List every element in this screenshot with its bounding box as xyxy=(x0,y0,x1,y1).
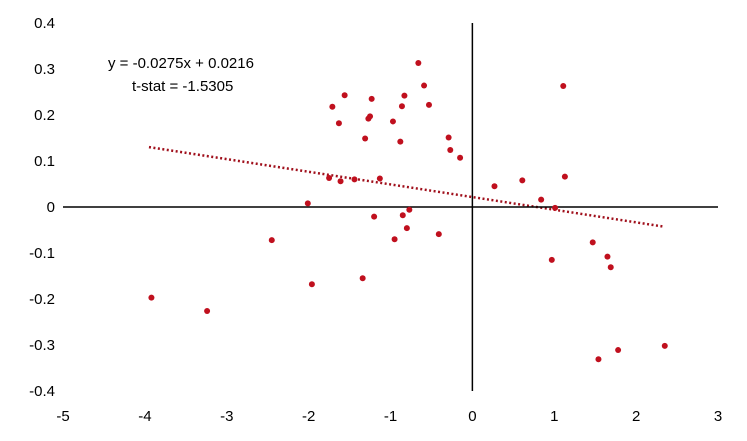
data-point xyxy=(548,256,555,263)
data-point xyxy=(415,60,422,67)
data-point xyxy=(326,175,333,182)
data-point xyxy=(335,120,342,127)
x-tick-label: -2 xyxy=(302,408,315,425)
data-point xyxy=(406,206,413,213)
data-point xyxy=(425,101,432,108)
data-point xyxy=(561,173,568,180)
trendline xyxy=(148,145,664,228)
data-point xyxy=(304,200,311,207)
data-point xyxy=(552,204,559,211)
y-tick-label: 0.3 xyxy=(34,61,55,78)
points-layer xyxy=(148,60,668,363)
data-point xyxy=(359,275,366,282)
data-point xyxy=(367,113,374,120)
data-point xyxy=(519,177,526,184)
data-point xyxy=(457,154,464,161)
x-tick-label: -3 xyxy=(220,408,233,425)
data-point xyxy=(447,146,454,153)
data-point xyxy=(204,307,211,314)
x-tick-label: 2 xyxy=(632,408,640,425)
y-tick-label: -0.1 xyxy=(29,245,55,262)
data-point xyxy=(391,236,398,243)
y-tick-label: 0.1 xyxy=(34,153,55,170)
x-tick-label: -5 xyxy=(56,408,69,425)
data-point xyxy=(351,176,358,183)
data-point xyxy=(371,213,378,220)
y-tick-label: -0.2 xyxy=(29,291,55,308)
data-point xyxy=(403,225,410,232)
x-tick-label: 3 xyxy=(714,408,722,425)
tstat-annotation: t-stat = -1.5305 xyxy=(132,78,233,95)
data-point xyxy=(538,196,545,203)
y-tick-label: 0.2 xyxy=(34,107,55,124)
data-point xyxy=(399,212,406,219)
data-point xyxy=(445,134,452,141)
data-point xyxy=(421,82,428,89)
x-tick-label: -1 xyxy=(384,408,397,425)
data-point xyxy=(604,253,611,260)
data-point xyxy=(491,183,498,190)
x-tick-label: 1 xyxy=(550,408,558,425)
data-point xyxy=(661,342,668,349)
data-point xyxy=(435,231,442,238)
trendline-layer xyxy=(148,145,664,228)
y-tick-label: -0.3 xyxy=(29,337,55,354)
data-point xyxy=(607,264,614,271)
data-point xyxy=(398,103,405,110)
data-point xyxy=(337,178,344,185)
x-tick-label: -4 xyxy=(138,408,151,425)
data-point xyxy=(308,281,315,288)
y-tick-label: 0.4 xyxy=(34,15,55,32)
data-point xyxy=(362,135,369,142)
x-tick-label: 0 xyxy=(468,408,476,425)
equation-annotation: y = -0.0275x + 0.0216 xyxy=(108,55,254,72)
tick-labels-layer: 0.4 0.3 0.2 0.1 0 -0.1 -0.2 -0.3 -0.4-5 -4 -3 -2 -1 0… xyxy=(29,15,722,425)
data-point xyxy=(401,92,408,99)
data-point xyxy=(389,118,396,125)
data-point xyxy=(368,95,375,102)
data-point xyxy=(376,175,383,182)
data-point xyxy=(397,138,404,145)
data-point xyxy=(148,294,155,301)
data-point xyxy=(595,356,602,363)
data-point xyxy=(589,239,596,246)
data-point xyxy=(615,347,622,354)
data-point xyxy=(268,237,275,244)
axes-layer xyxy=(63,23,718,391)
y-tick-label: -0.4 xyxy=(29,383,55,400)
data-point xyxy=(329,103,336,110)
y-tick-label: 0 xyxy=(47,199,55,216)
data-point xyxy=(560,83,567,90)
data-point xyxy=(341,92,348,99)
